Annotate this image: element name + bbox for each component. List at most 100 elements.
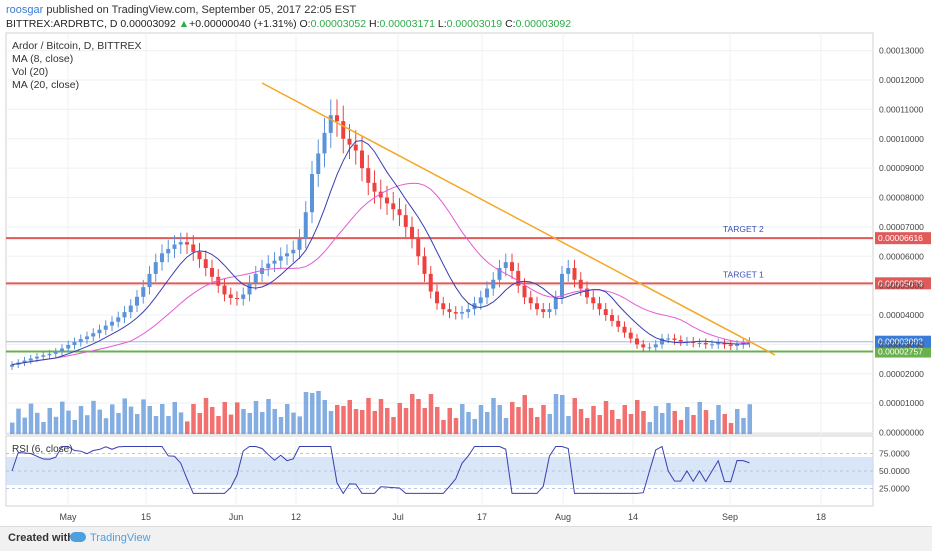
volume-bar [247, 413, 252, 434]
candle-body [266, 263, 271, 269]
candle-body [72, 342, 77, 345]
candle-body [722, 342, 727, 345]
candle-body [78, 339, 83, 343]
candle-body [222, 285, 227, 295]
candle-body [291, 249, 296, 254]
tradingview-logo[interactable]: TradingView [70, 532, 151, 544]
volume-bar [447, 408, 452, 434]
volume-bar [397, 403, 402, 434]
candle-body [216, 276, 221, 286]
candle-body [22, 360, 27, 363]
volume-bar [210, 407, 215, 434]
volume-bar [53, 416, 59, 434]
candle-body [510, 262, 514, 271]
volume-bar [16, 408, 21, 434]
volume-bar [85, 415, 90, 434]
volume-bar [260, 412, 265, 434]
volume-bar [353, 409, 359, 434]
trend-line[interactable] [261, 82, 776, 356]
candle-body [666, 338, 671, 340]
volume-bar [728, 423, 734, 434]
candle-body [97, 329, 102, 334]
created-with-text: Created with [8, 532, 75, 544]
volume-bar [597, 415, 602, 434]
candle-body [660, 338, 664, 345]
ma20-line [11, 182, 750, 366]
ohlc-line: BITTREX:ARDRBTC, D 0.00003092 ▲+0.000000… [6, 18, 571, 30]
time-axis: May 15 Jun 12 Jul 17 Aug 14 Sep 18 [59, 512, 826, 522]
volume-bar [416, 399, 421, 434]
volume-bar [372, 411, 377, 434]
candle-body [147, 273, 152, 288]
legend-ma20[interactable]: MA (20, close) [12, 79, 79, 91]
volume-bar [516, 407, 521, 434]
candle-body [516, 270, 521, 286]
volume-bar [272, 409, 277, 434]
level-label: TARGET 2 [723, 224, 764, 234]
author-link[interactable]: roosgar [6, 4, 44, 16]
published-text: published on TradingView.com, September … [46, 4, 357, 16]
volume-bar [435, 407, 440, 434]
candle-body [185, 242, 189, 245]
volume-bar [603, 401, 609, 434]
candle-body [122, 312, 127, 318]
volume-bar [453, 418, 459, 434]
volume-bar [428, 394, 434, 434]
candle-body [522, 285, 527, 298]
volume-bar [666, 403, 671, 434]
volume-bar [303, 392, 309, 434]
candle-body [116, 317, 121, 322]
volume-bar [578, 409, 584, 434]
volume-bar [147, 406, 152, 434]
time-tick-label: 12 [291, 512, 301, 522]
volume-bar [691, 415, 696, 434]
candle-body [553, 297, 558, 310]
volume-bar [335, 405, 340, 434]
candle-body [66, 344, 71, 349]
candle-body [503, 262, 508, 269]
candle-body [278, 256, 283, 261]
candle-body [28, 358, 33, 361]
volume-bar [503, 418, 509, 434]
legend-ma8[interactable]: MA (8, close) [12, 53, 73, 65]
candle-body [635, 338, 639, 345]
candle-body [366, 168, 371, 183]
candle-body [385, 197, 389, 204]
candle-body [578, 279, 583, 289]
up-triangle-icon: ▲ [178, 18, 190, 30]
tradingview-cloud-icon [70, 532, 86, 542]
volume-bar [485, 412, 490, 434]
volume-bar [97, 409, 102, 434]
volume-bars [10, 391, 752, 434]
candle-body [53, 352, 58, 354]
time-tick-label: 15 [141, 512, 151, 522]
volume-bar [660, 413, 665, 434]
price-tick-label: 0.00003000 [879, 339, 924, 349]
volume-bar [747, 404, 752, 434]
volume-bar [47, 408, 52, 434]
open-value: 0.00003052 [310, 18, 367, 30]
legend-vol[interactable]: Vol (20) [12, 66, 48, 78]
candle-body [672, 338, 677, 340]
volume-bar [378, 399, 384, 434]
candle-body [403, 215, 408, 227]
volume-bar [410, 394, 415, 434]
candle-body [172, 244, 177, 249]
volume-bar [122, 398, 127, 434]
low-value: 0.00003019 [446, 18, 503, 30]
time-tick-label: 18 [816, 512, 826, 522]
symbol-text: BITTREX:ARDRBTC, D 0.00003092 [6, 18, 176, 30]
volume-bar [722, 414, 727, 434]
candle-body [591, 297, 596, 304]
candle-body [547, 309, 552, 313]
rsi-tick-label: 75.0000 [879, 449, 910, 459]
candle-body [341, 121, 346, 139]
volume-bar [178, 412, 184, 434]
time-tick-label: Jul [392, 512, 404, 522]
volume-bar [497, 405, 502, 434]
price-tick-label: 0.00012000 [879, 75, 924, 85]
rsi-legend[interactable]: RSI (6, close) [12, 444, 73, 455]
publish-line: roosgar published on TradingView.com, Se… [6, 4, 356, 16]
price-tick-label: 0.00002000 [879, 369, 924, 379]
